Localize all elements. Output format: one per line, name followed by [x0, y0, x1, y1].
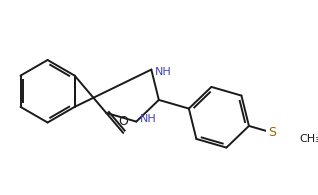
Text: NH: NH [140, 114, 157, 124]
Text: NH: NH [155, 67, 172, 77]
Text: CH₃: CH₃ [299, 135, 318, 144]
Text: O: O [118, 115, 128, 128]
Text: S: S [268, 126, 276, 139]
